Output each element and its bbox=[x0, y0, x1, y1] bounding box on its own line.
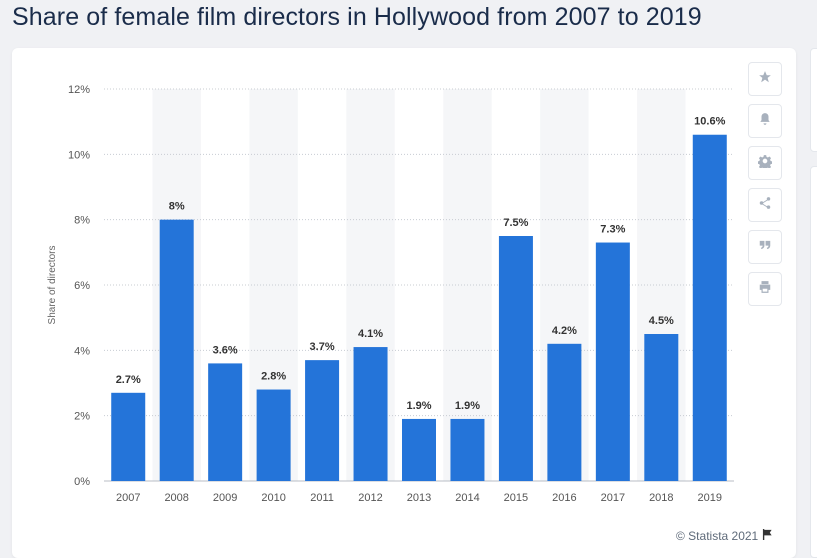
share-button[interactable] bbox=[748, 188, 782, 222]
y-tick-label: 0% bbox=[74, 476, 90, 488]
data-label: 3.7% bbox=[310, 341, 335, 353]
x-tick-label: 2011 bbox=[310, 492, 334, 504]
x-tick-label: 2007 bbox=[116, 492, 140, 504]
data-label: 4.2% bbox=[552, 325, 577, 337]
x-tick-label: 2014 bbox=[455, 492, 479, 504]
data-label: 1.9% bbox=[455, 400, 480, 412]
page-title: Share of female film directors in Hollyw… bbox=[12, 3, 702, 31]
data-label: 2.7% bbox=[116, 374, 141, 386]
bar bbox=[450, 418, 485, 481]
notification-button[interactable] bbox=[748, 104, 782, 138]
bar bbox=[692, 134, 727, 481]
bar bbox=[402, 418, 436, 481]
x-tick-label: 2017 bbox=[601, 492, 625, 504]
y-axis-title: Share of directors bbox=[47, 246, 58, 325]
data-label: 7.5% bbox=[503, 217, 528, 229]
y-tick-label: 12% bbox=[68, 84, 90, 96]
data-label: 4.1% bbox=[358, 328, 383, 340]
data-label: 4.5% bbox=[649, 315, 674, 327]
bar bbox=[111, 392, 146, 481]
bar bbox=[353, 347, 388, 481]
gear-icon bbox=[757, 154, 773, 173]
data-label: 10.6% bbox=[694, 116, 725, 128]
statista-credit[interactable]: © Statista 2021 bbox=[676, 529, 773, 543]
x-tick-label: 2010 bbox=[261, 492, 285, 504]
data-label: 3.6% bbox=[213, 344, 238, 356]
data-label: 8% bbox=[169, 201, 185, 213]
bar bbox=[305, 360, 340, 481]
bar bbox=[256, 389, 291, 481]
y-tick-label: 4% bbox=[74, 345, 90, 357]
y-tick-label: 6% bbox=[74, 280, 90, 292]
cite-button[interactable] bbox=[748, 230, 782, 264]
x-tick-label: 2013 bbox=[407, 492, 431, 504]
bar bbox=[159, 219, 194, 481]
bar bbox=[595, 242, 630, 481]
bar bbox=[547, 343, 582, 481]
bar bbox=[644, 334, 679, 481]
bar bbox=[208, 363, 243, 481]
y-tick-label: 8% bbox=[74, 215, 90, 227]
x-tick-label: 2008 bbox=[164, 492, 188, 504]
quote-icon bbox=[758, 238, 772, 257]
settings-button[interactable] bbox=[748, 146, 782, 180]
share-icon bbox=[758, 196, 772, 215]
x-tick-label: 2015 bbox=[504, 492, 528, 504]
x-tick-label: 2012 bbox=[358, 492, 382, 504]
data-label: 7.3% bbox=[600, 224, 625, 236]
bell-icon bbox=[758, 112, 772, 131]
y-tick-label: 2% bbox=[74, 411, 90, 423]
favorite-button[interactable] bbox=[748, 62, 782, 96]
x-tick-label: 2019 bbox=[698, 492, 722, 504]
x-tick-label: 2009 bbox=[213, 492, 237, 504]
credit-text: © Statista 2021 bbox=[676, 529, 759, 543]
side-panel-edge-top bbox=[810, 48, 817, 152]
print-icon bbox=[758, 280, 772, 299]
data-label: 1.9% bbox=[406, 400, 431, 412]
y-tick-label: 10% bbox=[68, 149, 90, 161]
flag-icon bbox=[762, 529, 773, 543]
x-tick-label: 2018 bbox=[649, 492, 673, 504]
print-button[interactable] bbox=[748, 272, 782, 306]
star-icon bbox=[758, 70, 772, 89]
side-panel-edge-bottom bbox=[810, 166, 817, 558]
bar bbox=[498, 236, 533, 481]
x-tick-label: 2016 bbox=[552, 492, 576, 504]
data-label: 2.8% bbox=[261, 371, 286, 383]
